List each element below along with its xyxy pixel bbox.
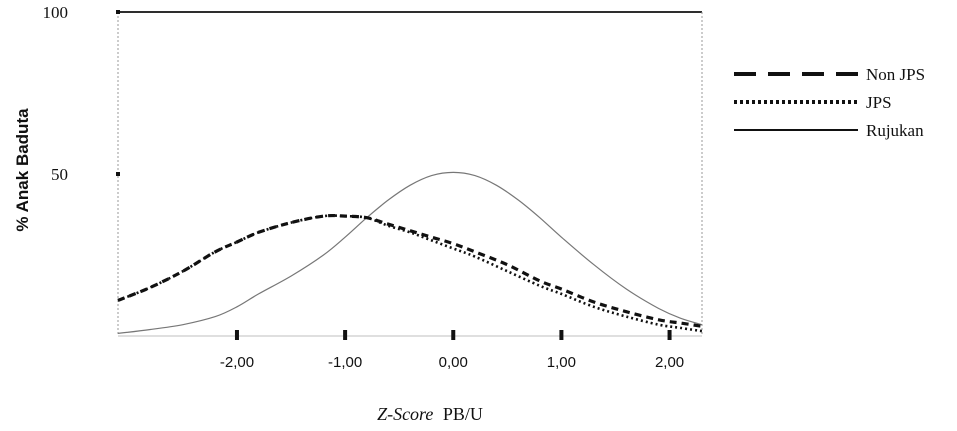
x-tick-label: 2,00 [655, 354, 684, 371]
x-tick-mark [343, 330, 348, 340]
y-tick-mark [116, 10, 120, 14]
y-tick-mark [116, 172, 120, 176]
x-tick-label: -1,00 [328, 354, 362, 371]
x-axis-label: Z-Score PB/U [377, 404, 483, 424]
y-axis-label: % Anak Baduta [13, 108, 32, 232]
plot-frame [117, 11, 703, 337]
y-tick-label: 50 [51, 165, 68, 184]
series-line-rujukan [117, 171, 703, 334]
series-layer [117, 171, 703, 334]
x-tick-mark [559, 330, 564, 340]
legend-label-jps: JPS [866, 93, 892, 112]
x-tick-label: 1,00 [547, 354, 576, 371]
legend-item-jps: JPS [734, 93, 892, 112]
legend: Non JPS JPS Rujukan [734, 65, 925, 140]
legend-label-rujukan: Rujukan [866, 121, 924, 140]
x-tick-mark [234, 330, 239, 340]
x-axis-label-italic: Z-Score [377, 404, 433, 424]
series-line-jps [117, 214, 703, 333]
x-tick-mark [451, 330, 456, 340]
x-axis: -2,00 -1,00 0,00 1,00 2,00 [220, 330, 684, 371]
x-tick-mark [667, 330, 672, 340]
series-line-non-jps [117, 213, 703, 328]
y-axis: 50 100 [43, 3, 120, 184]
legend-item-rujukan: Rujukan [734, 121, 924, 140]
y-tick-label: 100 [43, 3, 69, 22]
x-axis-label-rest: PB/U [443, 404, 483, 424]
x-tick-label: -2,00 [220, 354, 254, 371]
x-tick-label: 0,00 [439, 354, 468, 371]
legend-item-non-jps: Non JPS [734, 65, 925, 84]
legend-label-non-jps: Non JPS [866, 65, 925, 84]
